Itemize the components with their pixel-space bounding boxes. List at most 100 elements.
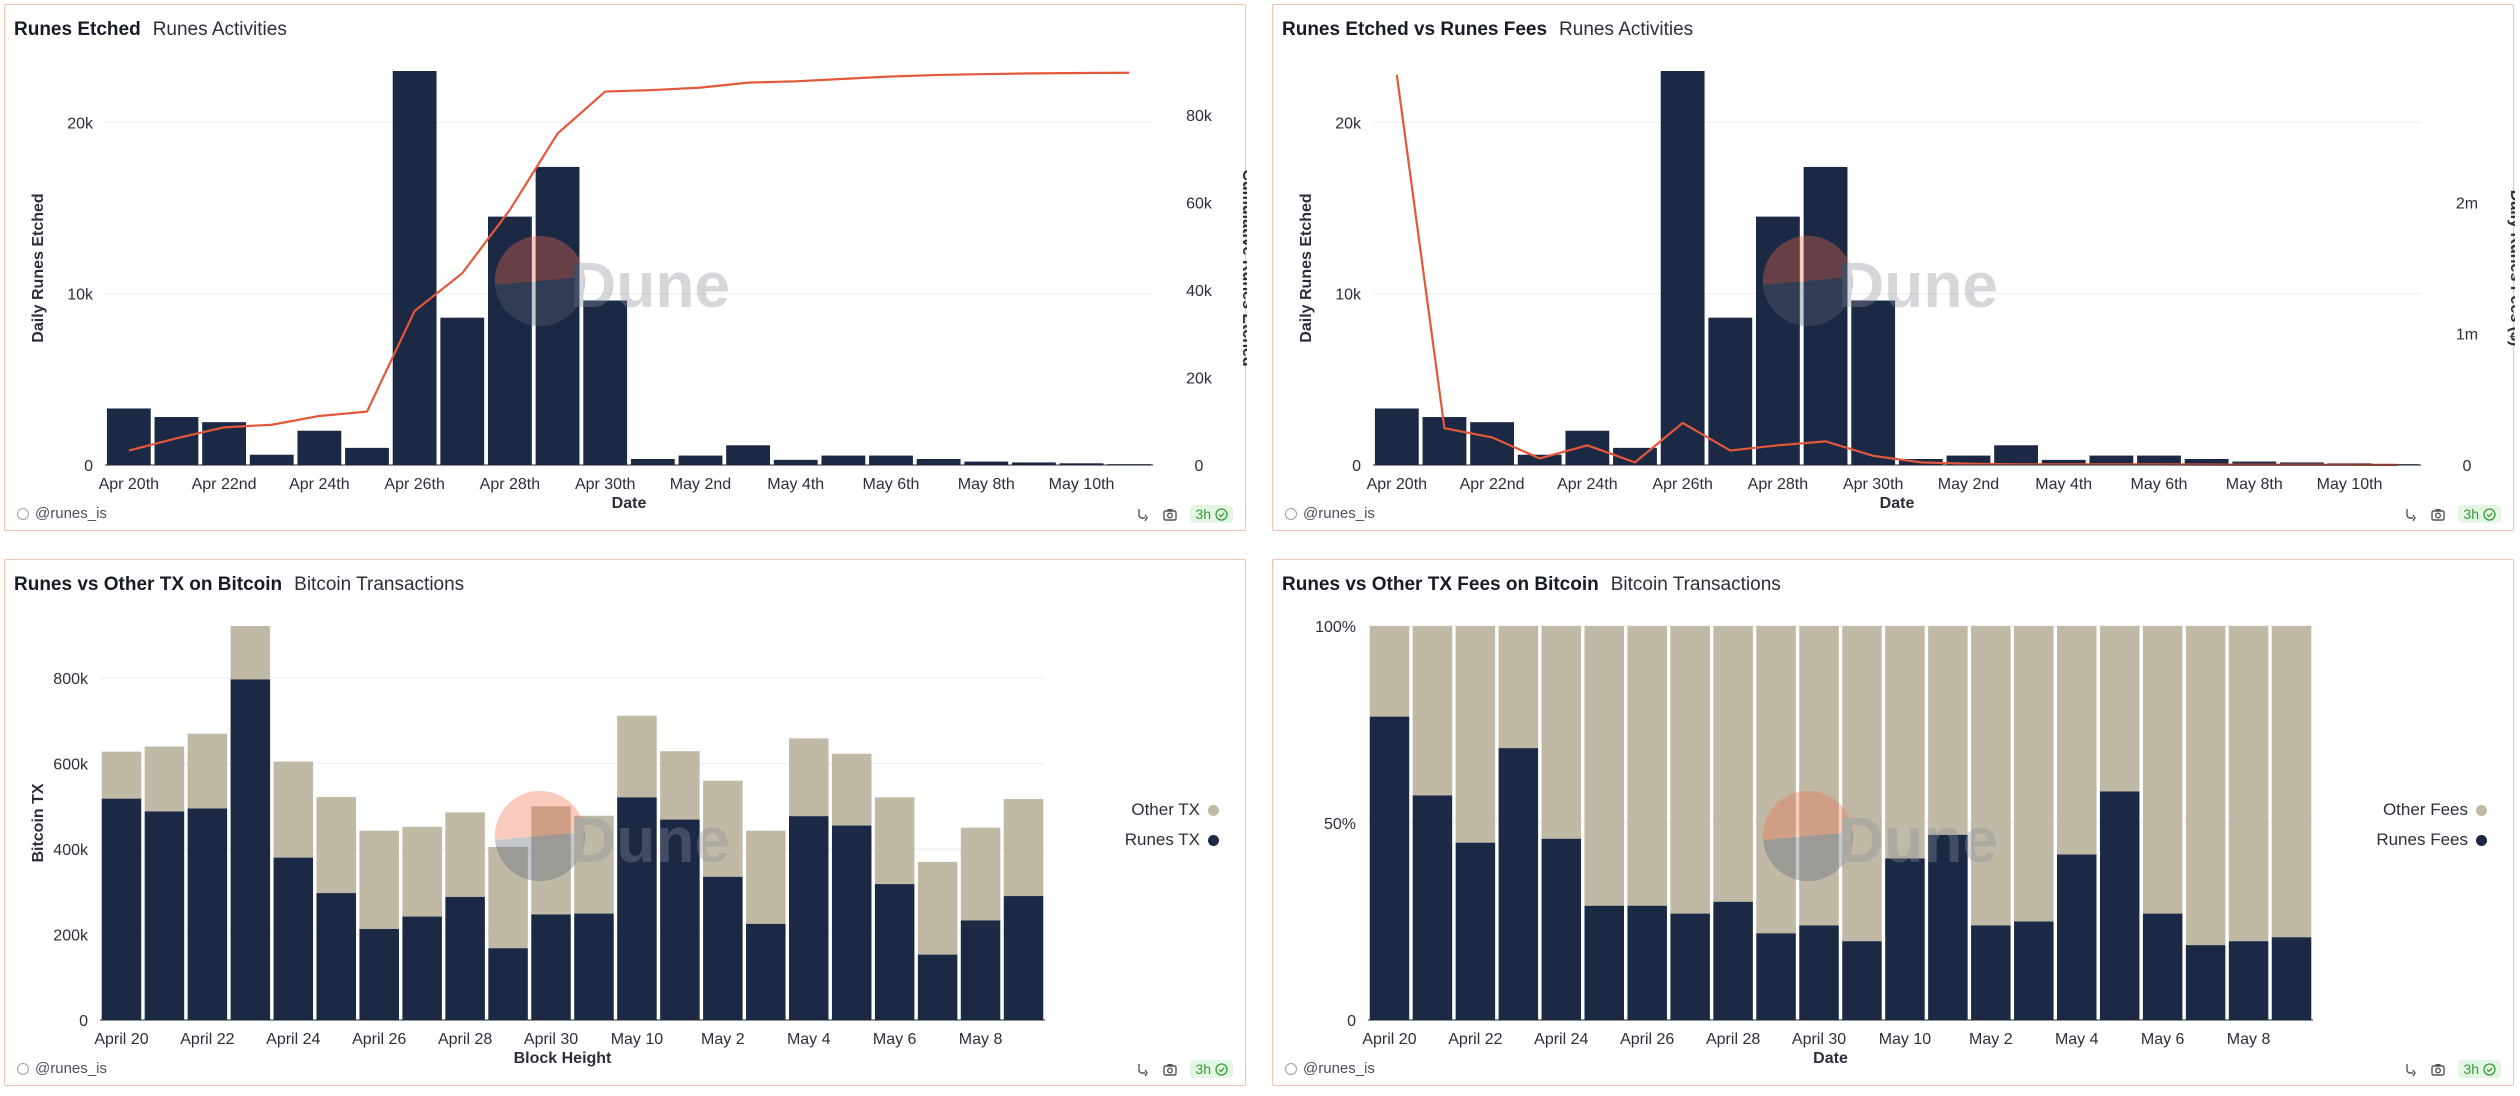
legend-label: Runes TX [1124,830,1200,849]
y-tick-label: 0 [84,458,93,475]
fork-icon[interactable] [1134,1061,1150,1077]
dune-watermark: Dune [1762,235,1998,327]
bar-other [2056,626,2097,855]
x-tick-label: April 26 [1620,1031,1674,1048]
bar-runes [2014,921,2054,1020]
fork-icon[interactable] [2402,506,2418,522]
y-tick-label: 0 [79,1013,88,1030]
bar-runes [1584,905,1625,1020]
fork-icon[interactable] [1134,506,1150,522]
x-tick-label: April 28 [1706,1031,1760,1048]
legend-item-other-tx[interactable]: Other TX [1125,800,1219,820]
y2-tick-label: 40k [1186,283,1213,300]
bar-other [1541,626,1582,839]
bar [154,417,199,465]
refresh-badge[interactable]: 3h [1190,1060,1233,1078]
refresh-age: 3h [2463,1061,2479,1077]
y-tick-label: 20k [1335,115,1362,132]
chart-panel-runes-vs-other-tx: Runes vs Other TX on Bitcoin Bitcoin Tran… [4,559,1246,1086]
bar-runes [1455,842,1496,1020]
bar-other [2014,626,2054,922]
panel-subtitle[interactable]: Bitcoin Transactions [294,574,465,595]
camera-icon[interactable] [1162,506,1178,522]
refresh-badge[interactable]: 3h [1190,505,1233,523]
bar-other [187,733,228,809]
bar [2232,461,2277,465]
panel-tools: 3h [1134,1060,1233,1078]
bar-runes [1412,795,1453,1020]
author-link[interactable]: @runes_is [1285,1060,1375,1077]
bar-runes [746,923,786,1020]
camera-icon[interactable] [1162,1061,1178,1077]
refresh-badge[interactable]: 3h [2458,1060,2501,1078]
bar-other [273,761,314,858]
check-circle-icon [1215,507,1228,521]
bar-runes [660,819,700,1020]
panel-title[interactable]: Runes Etched vs Runes Fees [1282,19,1548,40]
bar-runes [2185,945,2226,1020]
x-tick-label: May 8th [958,476,1015,493]
fork-icon[interactable] [2402,1061,2418,1077]
panel-tools: 3h [2402,1060,2501,1078]
dune-watermark-text: Dune [570,804,730,876]
bar-other [2185,626,2226,946]
camera-icon[interactable] [2430,506,2446,522]
bar [583,300,628,465]
bar-runes [1842,941,1882,1020]
bar-runes [2228,941,2269,1020]
bar-other [488,846,528,949]
bar-other [703,780,743,877]
panel-subtitle[interactable]: Runes Activities [1559,19,1694,40]
author-link[interactable]: @runes_is [17,505,107,522]
panel-title[interactable]: Runes Etched [14,19,141,40]
y-tick-label: 0 [1347,1013,1356,1030]
bar-other [1885,626,1925,859]
dune-logo-icon [1762,235,1853,285]
legend-item-other-fees[interactable]: Other Fees [2376,800,2487,820]
panel-title[interactable]: Runes vs Other TX on Bitcoin [14,574,283,595]
legend-dot-icon [2476,804,2487,816]
bar-runes [1670,913,1710,1020]
author-link[interactable]: @runes_is [1285,505,1375,522]
dune-logo-icon [495,832,586,882]
bar-runes [960,920,1001,1020]
author-link[interactable]: @runes_is [17,1060,107,1077]
bar [1708,317,1753,465]
bar-other [1799,626,1839,926]
x-tick-label: Apr 20th [1367,476,1427,493]
panel-tools: 3h [2402,505,2501,523]
panel-subtitle[interactable]: Runes Activities [152,19,287,40]
y2-axis-label: Cumulative Runes Etched [1239,169,1247,366]
bar-runes [2142,913,2183,1020]
y2-tick-label: 1m [2456,327,2478,344]
refresh-age: 3h [1195,506,1211,522]
bar-runes [1971,925,2011,1020]
panel-subtitle[interactable]: Bitcoin Transactions [1610,574,1781,595]
legend-item-runes-tx[interactable]: Runes TX [1125,830,1219,850]
bar-other [960,827,1001,921]
bar [1851,300,1896,465]
refresh-badge[interactable]: 3h [2458,505,2501,523]
bar-runes [788,816,829,1020]
bar [773,459,818,465]
panel-title[interactable]: Runes vs Other TX Fees on Bitcoin [1282,574,1599,595]
x-tick-label: May 2 [701,1031,745,1048]
x-axis-label: Date [612,495,647,512]
legend-item-runes-fees[interactable]: Runes Fees [2376,830,2487,850]
camera-icon[interactable] [2430,1061,2446,1077]
dune-watermark-text: Dune [570,249,730,321]
bar-runes [703,876,743,1020]
bar [678,455,723,465]
x-tick-label: May 4th [767,476,824,493]
x-tick-label: Apr 26th [384,476,444,493]
bar [2089,455,2134,465]
bar-other [531,806,571,915]
dune-watermark: Dune [1762,790,1998,882]
y-axis-label: Daily Runes Etched [1298,193,1315,342]
x-tick-label: May 4 [787,1031,831,1048]
x-tick-label: April 30 [1792,1031,1846,1048]
y2-tick-label: 80k [1186,108,1213,125]
bar-runes [445,896,485,1020]
check-circle-icon [2483,1062,2496,1076]
bar-other [445,812,485,897]
